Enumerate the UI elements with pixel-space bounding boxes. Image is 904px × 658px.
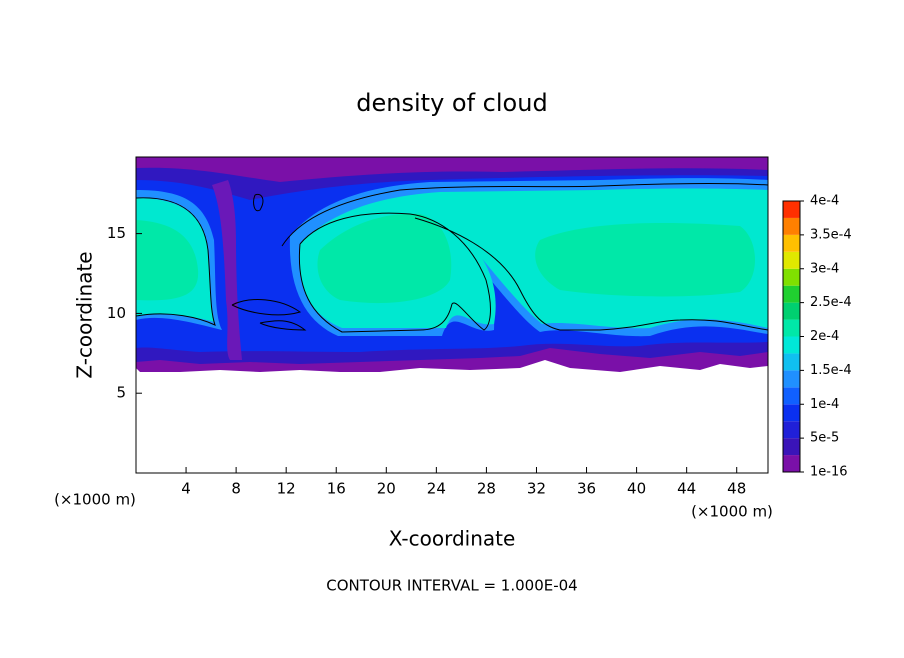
colorbar-band <box>783 217 800 235</box>
x-axis-title: X-coordinate <box>389 527 516 551</box>
x-unit-left: (×1000 m) <box>54 491 136 509</box>
field <box>136 157 768 372</box>
x-unit-right: (×1000 m) <box>691 503 773 521</box>
colorbar-band <box>783 421 800 439</box>
colorbar-band <box>783 387 800 405</box>
colorbar-band <box>783 251 800 269</box>
colorbar-band <box>783 455 800 472</box>
x-tick-label: 48 <box>727 480 746 498</box>
colorbar-tick-label: 1e-4 <box>810 397 839 412</box>
colorbar-band <box>783 438 800 456</box>
plot-frame <box>135 156 769 474</box>
colorbar-band <box>783 319 800 337</box>
colorbar-tick-label: 3.5e-4 <box>810 227 852 242</box>
colorbar-tick-label: 1.5e-4 <box>810 363 852 378</box>
contour-line <box>136 182 768 333</box>
colorbar-tick-label: 1e-16 <box>810 465 848 480</box>
footnote: CONTOUR INTERVAL = 1.000E-04 <box>326 577 577 595</box>
colorbar-band <box>783 336 800 354</box>
x-tick-label: 8 <box>231 480 241 498</box>
x-tick-label: 4 <box>181 480 191 498</box>
colorbar-band <box>783 370 800 388</box>
field-green-cyan <box>136 213 755 304</box>
x-tick-label: 44 <box>677 480 696 498</box>
colorbar-band <box>783 353 800 371</box>
x-tick-label: 20 <box>377 480 396 498</box>
x-tick-label: 36 <box>577 480 596 498</box>
field-purple-streak <box>212 180 242 360</box>
x-tick-label: 40 <box>627 480 646 498</box>
colorbar-band <box>783 404 800 422</box>
colorbar-tick-label: 3e-4 <box>810 261 839 276</box>
y-tick-label: 5 <box>116 384 126 402</box>
colorbar-band <box>783 201 800 218</box>
colorbar-tick-label: 2e-4 <box>810 329 839 344</box>
x-tick-label: 12 <box>277 480 296 498</box>
colorbar-tick-label: 5e-5 <box>810 431 839 446</box>
y-tick-label: 10 <box>107 304 126 322</box>
x-tick-label: 24 <box>427 480 446 498</box>
x-tick-label: 16 <box>327 480 346 498</box>
colorbar-band <box>783 268 800 286</box>
colorbar-tick-label: 2.5e-4 <box>810 295 852 310</box>
y-tick-label: 15 <box>107 224 126 242</box>
x-tick-label: 28 <box>477 480 496 498</box>
colorbar-band <box>783 234 800 252</box>
y-axis-title: Z-coordinate <box>73 251 97 378</box>
colorbar-band <box>783 302 800 320</box>
x-tick-label: 32 <box>527 480 546 498</box>
colorbar-tick-label: 4e-4 <box>810 194 839 209</box>
chart-title: density of cloud <box>356 89 547 117</box>
colorbar-band <box>783 285 800 303</box>
